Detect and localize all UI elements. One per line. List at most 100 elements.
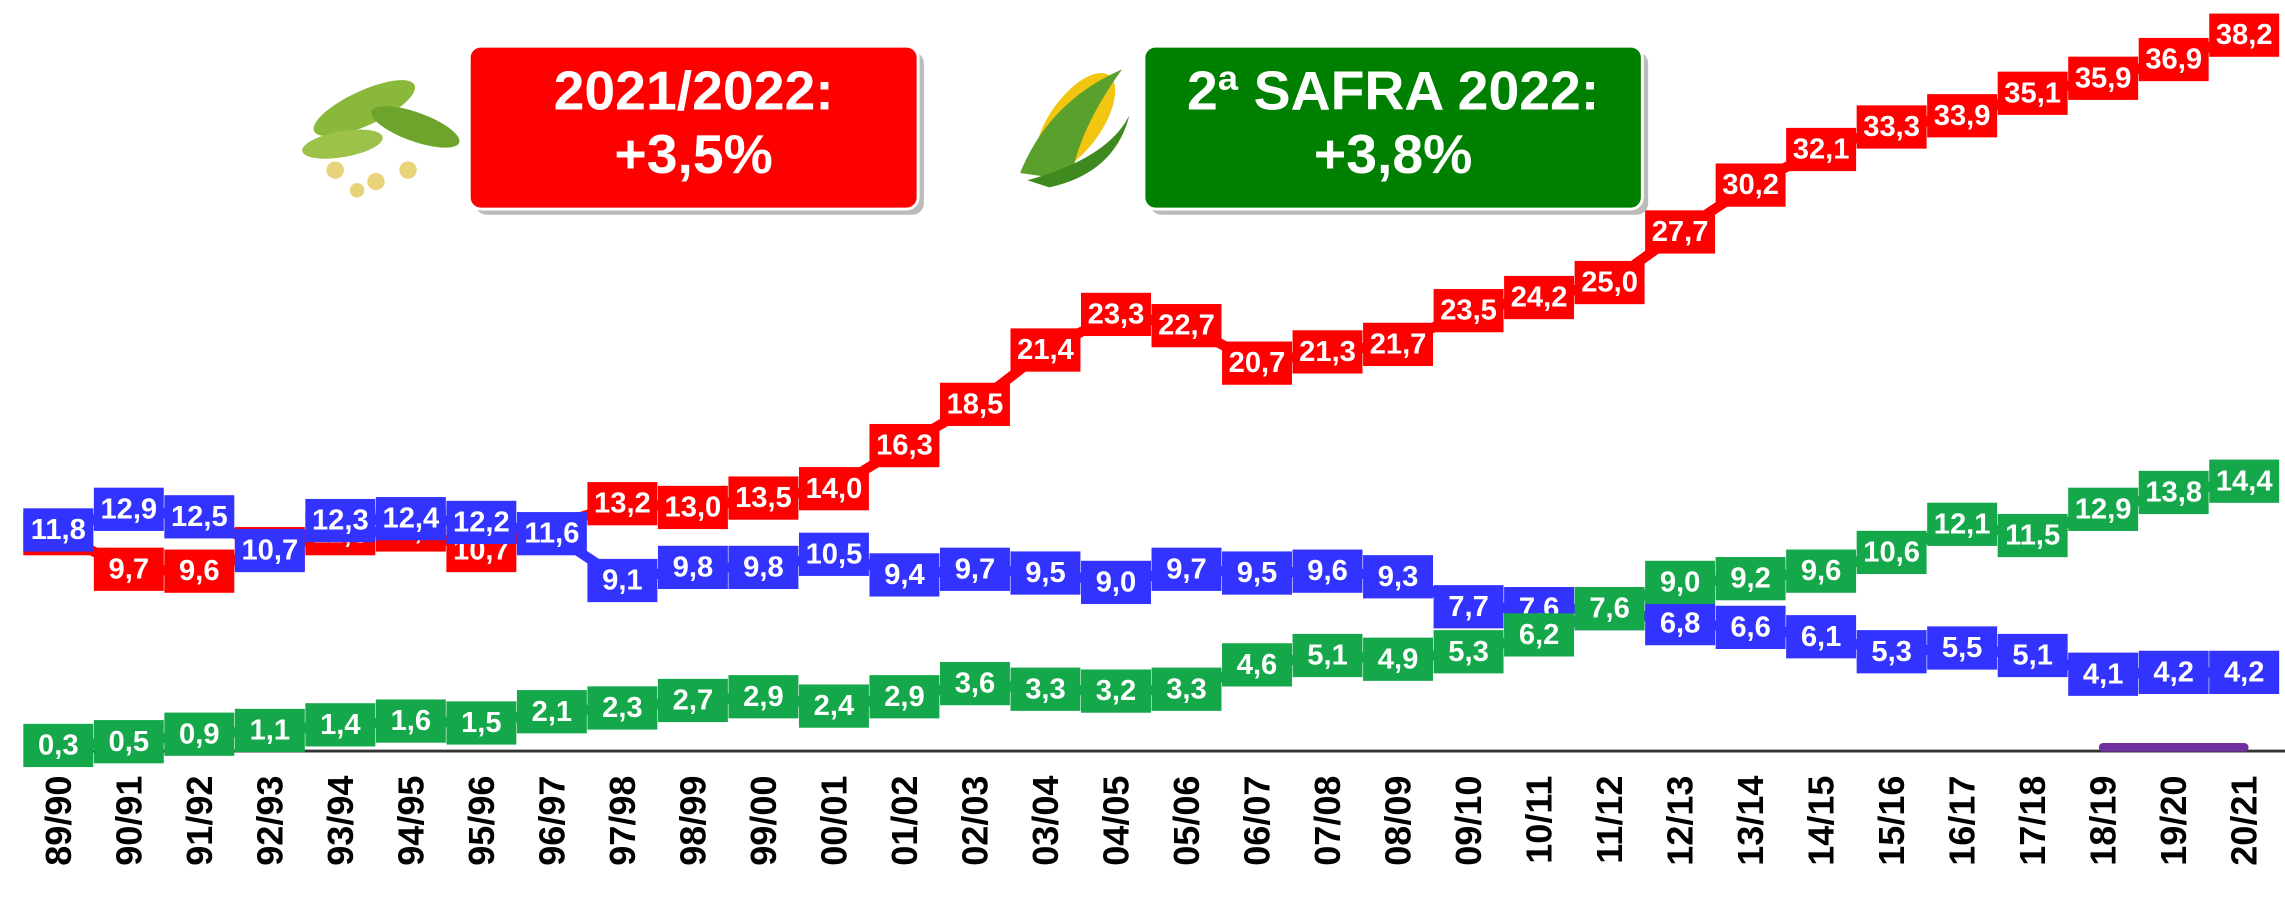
value-label: 2,3 <box>602 692 642 724</box>
value-label: 18,5 <box>947 389 1004 421</box>
value-label: 4,1 <box>2083 658 2123 690</box>
value-label: 12,4 <box>383 503 440 535</box>
x-tick-label: 11/12 <box>1589 776 1630 864</box>
value-label: 9,2 <box>1730 563 1770 595</box>
value-label: 2,1 <box>532 696 572 728</box>
page: 2021/2022:+3,5%2ª SAFRA 2022:+3,8% 11,69… <box>0 0 2285 901</box>
value-label: 35,9 <box>2075 62 2132 94</box>
value-label: 9,6 <box>179 555 219 587</box>
value-label: 12,1 <box>1934 509 1991 541</box>
x-tick-label: 92/93 <box>249 776 290 866</box>
value-label: 12,5 <box>171 501 228 533</box>
value-label: 5,5 <box>1942 632 1982 664</box>
value-label: 5,3 <box>1871 636 1911 668</box>
value-label: 9,0 <box>1660 567 1700 599</box>
value-label: 13,0 <box>665 492 722 524</box>
value-label: 0,5 <box>109 726 149 758</box>
value-label: 9,4 <box>884 559 924 591</box>
x-tick-label: 98/99 <box>672 776 713 866</box>
value-label: 13,2 <box>594 488 651 520</box>
value-label: 21,3 <box>1299 336 1356 368</box>
x-tick-label: 00/01 <box>813 776 854 866</box>
value-label: 24,2 <box>1511 282 1568 314</box>
soy-icon <box>300 69 464 197</box>
x-tick-label: 10/11 <box>1518 776 1559 864</box>
value-label: 25,0 <box>1581 267 1638 299</box>
value-label: 5,3 <box>1448 636 1488 668</box>
value-label: 9,1 <box>602 565 642 597</box>
value-label: 9,7 <box>1166 553 1206 585</box>
annotation-text: 2021/2022: <box>554 60 834 122</box>
value-label: 10,5 <box>806 538 863 570</box>
value-label: 6,6 <box>1730 612 1770 644</box>
chart: 2021/2022:+3,5%2ª SAFRA 2022:+3,8% 11,69… <box>0 0 2285 901</box>
value-label: 1,4 <box>320 709 360 741</box>
value-label: 6,2 <box>1519 619 1559 651</box>
value-label: 11,5 <box>2005 520 2060 552</box>
x-tick-label: 89/90 <box>38 776 79 866</box>
value-label: 9,8 <box>673 552 713 584</box>
value-label: 1,5 <box>461 707 501 739</box>
value-label: 7,6 <box>1589 593 1629 625</box>
x-tick-label: 17/18 <box>2012 776 2053 866</box>
value-label: 0,3 <box>38 730 78 762</box>
value-label: 21,7 <box>1370 329 1427 361</box>
value-label: 2,9 <box>743 681 783 713</box>
value-label: 2,9 <box>884 681 924 713</box>
value-label: 12,9 <box>100 494 157 526</box>
x-tick-label: 97/98 <box>602 776 643 866</box>
value-label: 3,2 <box>1096 675 1136 707</box>
x-tick-label: 15/16 <box>1871 776 1912 866</box>
x-tick-label: 08/09 <box>1377 776 1418 866</box>
value-label: 5,1 <box>1307 640 1347 672</box>
x-tick-label: 13/14 <box>1730 776 1771 866</box>
x-tick-label: 91/92 <box>179 776 220 866</box>
value-label: 9,3 <box>1378 561 1418 593</box>
value-label: 2,4 <box>814 690 854 722</box>
value-label: 9,0 <box>1096 567 1136 599</box>
value-label: 12,9 <box>2075 494 2132 526</box>
value-label: 7,7 <box>1448 591 1488 623</box>
value-label: 14,4 <box>2216 465 2273 497</box>
x-tick-label: 18/19 <box>2083 776 2124 866</box>
value-label: 12,3 <box>312 505 369 537</box>
value-label: 30,2 <box>1722 169 1779 201</box>
x-tick-label: 03/04 <box>1025 776 1066 866</box>
x-tick-label: 94/95 <box>390 776 431 866</box>
value-label: 27,7 <box>1652 216 1709 248</box>
x-tick-label: 20/21 <box>2224 776 2265 866</box>
annotation-text: +3,5% <box>614 123 773 185</box>
annotation-text: 2ª SAFRA 2022: <box>1187 60 1599 122</box>
x-tick-label: 90/91 <box>108 776 149 866</box>
value-label: 33,9 <box>1934 100 1991 132</box>
value-label: 9,7 <box>109 553 149 585</box>
x-tick-label: 19/20 <box>2153 776 2194 866</box>
value-label: 10,6 <box>1863 537 1920 569</box>
x-tick-label: 01/02 <box>884 776 925 866</box>
value-label: 11,6 <box>524 518 579 550</box>
x-tick-label: 12/13 <box>1659 776 1700 866</box>
x-tick-label: 04/05 <box>1095 776 1136 866</box>
value-label: 0,9 <box>179 718 219 750</box>
value-label: 14,0 <box>806 473 863 505</box>
value-label: 6,8 <box>1660 608 1700 640</box>
value-label: 35,1 <box>2004 77 2061 109</box>
x-tick-label: 14/15 <box>1800 776 1841 866</box>
x-tick-label: 09/10 <box>1448 776 1489 866</box>
value-label: 33,3 <box>1863 111 1920 143</box>
value-label: 12,2 <box>453 507 510 539</box>
value-label: 11,8 <box>31 514 86 546</box>
value-label: 20,7 <box>1229 347 1286 379</box>
x-tick-label: 99/00 <box>743 776 784 866</box>
value-label: 6,1 <box>1801 621 1841 653</box>
value-label: 3,6 <box>955 668 995 700</box>
value-label: 23,5 <box>1440 295 1497 327</box>
value-label: 3,3 <box>1025 673 1065 705</box>
x-tick-label: 93/94 <box>320 776 361 866</box>
value-label: 9,6 <box>1801 555 1841 587</box>
value-label: 21,4 <box>1017 334 1074 366</box>
value-label: 13,8 <box>2145 477 2202 509</box>
value-label: 32,1 <box>1793 134 1850 166</box>
value-label: 22,7 <box>1158 310 1215 342</box>
